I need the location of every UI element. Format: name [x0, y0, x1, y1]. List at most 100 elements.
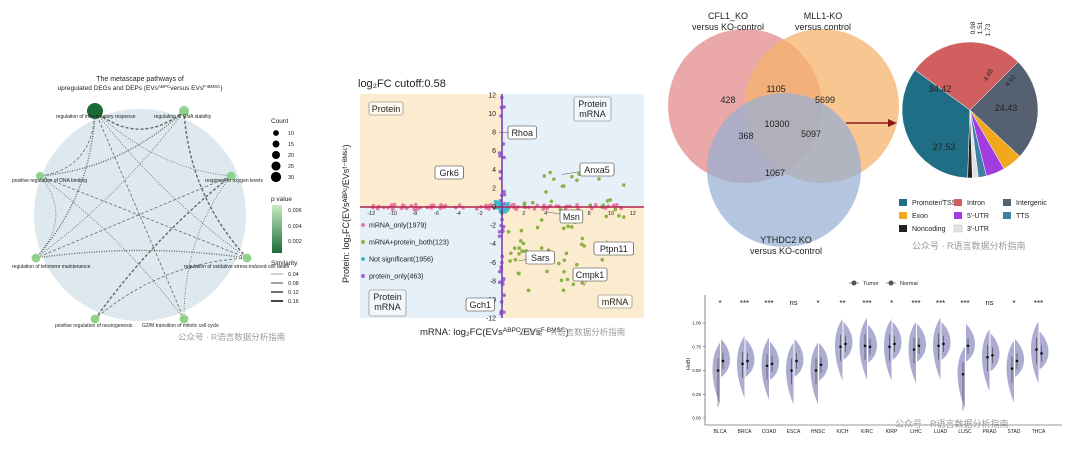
scatter-point-both: [562, 258, 567, 263]
pie-value-label: 1.73: [985, 23, 992, 36]
violin-normal: [819, 342, 828, 381]
significance-label: ns: [790, 298, 798, 307]
network-edges: [35, 110, 248, 320]
scatter-point-mrna-only: [400, 203, 405, 207]
scatter-point-both: [570, 174, 574, 179]
x-tick-label: -8: [412, 211, 417, 217]
x-tick-label: 4: [544, 211, 547, 217]
x-tick-label: -12: [367, 211, 375, 217]
scatter-point-both: [522, 203, 527, 207]
scatter-point-both: [561, 184, 566, 188]
violin-tumor: [884, 318, 892, 381]
pvalue-tick: 0.006: [288, 208, 302, 214]
violin-tumor-median: [1010, 367, 1014, 370]
scatter-legend-label: Not significant(1956): [369, 257, 433, 264]
quadrant-label-box: [368, 289, 407, 317]
scatter-point-protein-only: [498, 154, 502, 158]
scatter-point-ns: [493, 199, 498, 204]
gene-label-box: [465, 297, 495, 312]
pie-slice: [969, 61, 1039, 157]
quadrant-label-box: [597, 294, 633, 309]
venn-count-cfl1-only: 428: [720, 95, 735, 105]
count-legend-dot: [273, 130, 279, 136]
violin-normal: [721, 339, 730, 377]
significance-label: ***: [911, 299, 920, 308]
scatter-point-protein-only: [502, 105, 506, 109]
network-node: [179, 106, 189, 116]
network-node: [90, 314, 100, 324]
scatter-point-both: [575, 178, 579, 183]
violin-tumor-median: [912, 348, 916, 351]
arrow-head-icon: [888, 119, 897, 127]
pvalue-colorbar: [272, 205, 282, 253]
count-legend-value: 20: [288, 153, 294, 159]
scatter-point-mrna-only: [392, 202, 397, 207]
scatter-point-both: [575, 262, 579, 267]
scatter-point-both: [545, 269, 549, 274]
scatter-point-both: [608, 198, 613, 202]
quadrant-label-box: [573, 96, 612, 122]
violin-normal-median: [721, 359, 725, 363]
scatter-legend-swatch: [361, 257, 365, 261]
network-edge: [94, 175, 232, 320]
legend-tumor-label: Tumor: [863, 281, 879, 287]
violin-category-label: KIRP: [886, 429, 898, 435]
gene-label-box: [525, 250, 555, 265]
scatter-point-protein-only: [497, 269, 502, 274]
violin-tumor-median: [741, 362, 744, 366]
network-panel: The metascape pathways of upregulated DE…: [12, 76, 302, 342]
network-node-label: regulation of inflammatory response: [56, 114, 136, 120]
scatter-point-mrna-only: [389, 203, 394, 208]
violin-tumor-median: [961, 373, 965, 376]
scatter-point-both: [518, 239, 523, 243]
network-node: [31, 253, 41, 263]
network-node-label: regulation of telomere maintenance: [12, 264, 91, 270]
violin-tumor-median: [839, 345, 842, 349]
scatter-point-both: [617, 214, 621, 218]
network-nodes: regulation of inflammatory response regul…: [12, 103, 290, 329]
scatter-point-both: [512, 246, 517, 250]
network-node: [179, 314, 189, 324]
scatter-point-both: [562, 269, 566, 274]
scatter-point-protein-only: [497, 151, 502, 155]
quadrant-top-right: [502, 94, 644, 207]
legend-normal-label: Normal: [900, 281, 918, 287]
scatter-legend-swatch: [361, 274, 365, 278]
network-edge: [35, 249, 248, 259]
similarity-legend-title: Similarity: [271, 260, 298, 267]
scatter-point-protein-only: [497, 280, 502, 284]
scatter-point-both: [582, 244, 586, 248]
violin-tumor: [957, 346, 965, 409]
scatter-point-ns: [505, 203, 510, 207]
scatter-point-both: [564, 251, 569, 256]
scatter-point-mrna-only: [391, 207, 395, 211]
count-legend-value: 10: [288, 131, 294, 137]
y-tick-label: 12: [488, 92, 496, 99]
scatter-point-mrna-only: [457, 203, 462, 207]
scatter-point-mrna-only: [412, 207, 417, 212]
violin-normal-median: [942, 342, 945, 346]
violin-normal-median: [1015, 359, 1019, 363]
scatter-title: log₂FC cutoff:0.58: [358, 78, 446, 90]
significance-label: ns: [986, 298, 994, 307]
x-tick-label: -2: [478, 211, 483, 217]
scatter-point-both: [520, 249, 524, 253]
violin-category-label: BRCA: [738, 429, 753, 435]
violin-normal-median: [770, 362, 774, 366]
network-edge: [35, 175, 57, 259]
violin-normal: [770, 341, 779, 380]
y-tick-label: -12: [486, 316, 496, 323]
pie-legend-label: 5'-UTR: [967, 213, 989, 220]
pie-legend-swatch: [1003, 199, 1011, 206]
violin-normal-median: [917, 344, 921, 348]
count-legend-dot: [270, 171, 282, 183]
violin-ylabel: HoBI: [686, 357, 692, 370]
scatter-point-both: [516, 271, 521, 276]
count-legend-dot: [272, 151, 280, 159]
x-tick-label: 8: [588, 211, 591, 217]
violin-legend: Tumor Normal: [849, 280, 918, 287]
x-tick-label: 2: [522, 211, 525, 217]
violin-normal: [917, 323, 926, 362]
venn-count-mll1-only: 5699: [815, 95, 835, 105]
scatter-panel: log₂FC cutoff:0.58 -12 -10 -8 -6 -4 -2 0 2 4 6 8 10…: [341, 78, 644, 338]
